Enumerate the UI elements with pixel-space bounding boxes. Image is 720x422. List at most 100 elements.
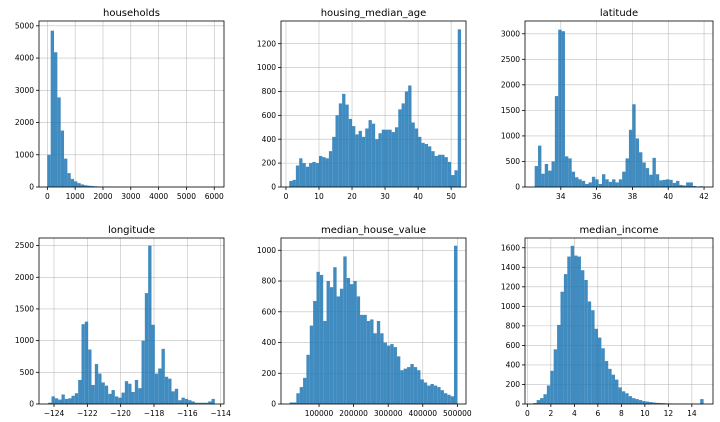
histogram-bar (131, 391, 135, 404)
histogram-bar (144, 293, 149, 404)
y-tick-label: 500 (20, 368, 35, 377)
histogram-bar (625, 158, 629, 187)
histogram-bar (625, 393, 629, 404)
histogram-bar (676, 180, 680, 187)
histogram-bar (74, 181, 78, 187)
histogram-bar (420, 379, 424, 404)
histogram-bar (598, 183, 602, 187)
histogram-bar (540, 398, 544, 404)
histogram-bar (67, 173, 71, 187)
histogram-bar (635, 138, 640, 187)
histogram-bar (597, 337, 602, 404)
y-tick-label: 0 (271, 400, 276, 409)
histogram-bar (649, 174, 653, 187)
x-tick-label: 5000 (177, 192, 196, 201)
histogram-bar (51, 396, 55, 404)
histogram-bar (348, 118, 353, 187)
histogram-bar (451, 175, 455, 187)
histogram-bar (604, 361, 609, 404)
histogram-bar (645, 401, 650, 404)
histogram-bar (323, 321, 327, 404)
x-tick-label: 200000 (339, 409, 368, 418)
x-tick-label: 300000 (374, 409, 403, 418)
histogram-bar (84, 321, 89, 404)
y-tick-label: 800 (506, 321, 521, 330)
histogram-bar (655, 402, 660, 404)
y-tick-label: 2500 (15, 241, 34, 250)
histogram-bar (50, 30, 55, 187)
histogram-bar (682, 185, 687, 187)
histogram-bar (151, 324, 155, 404)
histogram-bar (571, 171, 576, 187)
histogram-bar (368, 120, 372, 187)
histogram-bar (312, 161, 316, 187)
histogram-bar (373, 333, 377, 404)
x-tick-label: 0 (45, 192, 50, 201)
histogram-bar (652, 157, 656, 187)
histogram-bar (554, 96, 559, 187)
histogram-bar (184, 398, 189, 404)
histogram-bar (360, 314, 364, 404)
histogram-bar (141, 340, 145, 404)
y-tick-label: 1000 (501, 302, 520, 311)
x-tick-label: 6 (595, 409, 600, 418)
histogram-bar (94, 364, 99, 404)
x-tick-label: 10 (314, 192, 324, 201)
histogram-bar (335, 115, 339, 187)
histogram-bar (54, 398, 59, 404)
histogram-bar (332, 136, 336, 187)
histogram-bar (601, 174, 606, 187)
x-tick-label: 6000 (205, 192, 224, 201)
histogram-bar (581, 180, 586, 187)
histogram-bar (309, 163, 313, 187)
histogram-bar (333, 267, 337, 404)
histogram-bar (398, 109, 402, 187)
histogram-bar (181, 397, 185, 404)
histogram-bar (679, 184, 683, 187)
histogram-bar (356, 296, 361, 404)
histogram-bar (605, 179, 609, 187)
histogram-bar (424, 144, 429, 187)
histogram-bar (292, 179, 296, 187)
histogram-bar (618, 179, 623, 187)
histogram-bar (194, 402, 199, 404)
x-tick-label: 30 (380, 192, 390, 201)
histogram-bar (343, 256, 347, 404)
y-tick-label: 600 (262, 111, 277, 120)
histogram-bar (128, 383, 132, 404)
histogram-bar (659, 180, 663, 187)
histogram-bar (649, 402, 653, 404)
y-tick-label: 0 (271, 183, 276, 192)
histogram-bar (313, 301, 317, 404)
histogram-bar (114, 396, 119, 404)
histogram-bar (618, 387, 622, 404)
x-tick-label: 500000 (443, 409, 472, 418)
histogram-bar (584, 279, 588, 404)
histogram-bar (611, 374, 616, 404)
histogram-bar (289, 402, 293, 404)
panel-median-income: median_income 0 2 4 6 8 10 12 14 0 200 400 600 800 100… (501, 225, 714, 418)
chart-title: housing_median_age (321, 8, 427, 19)
histogram-bar (328, 151, 333, 187)
histogram-bar (178, 400, 182, 404)
histogram-bar (659, 403, 663, 404)
histogram-bar (98, 373, 102, 404)
y-tick-label: 1000 (501, 132, 520, 141)
histogram-bar (578, 179, 582, 187)
x-tick-label: 40 (663, 192, 673, 201)
plot-frame (524, 20, 714, 188)
histogram-bar (628, 396, 633, 404)
x-tick-label: 50 (446, 192, 456, 201)
histogram-bar (400, 370, 404, 404)
histogram-bar (386, 345, 391, 404)
histogram-bar (58, 399, 62, 404)
y-tick-label: 1200 (501, 282, 520, 291)
histogram-bar (188, 400, 192, 404)
histogram-bar (645, 168, 650, 187)
histogram-bar (303, 377, 307, 404)
y-tick-label: 400 (262, 135, 277, 144)
x-tick-label: 42 (699, 192, 709, 201)
panel-households: households 0 1000 2000 3000 4000 5000 6000 0 1000… (15, 8, 225, 201)
